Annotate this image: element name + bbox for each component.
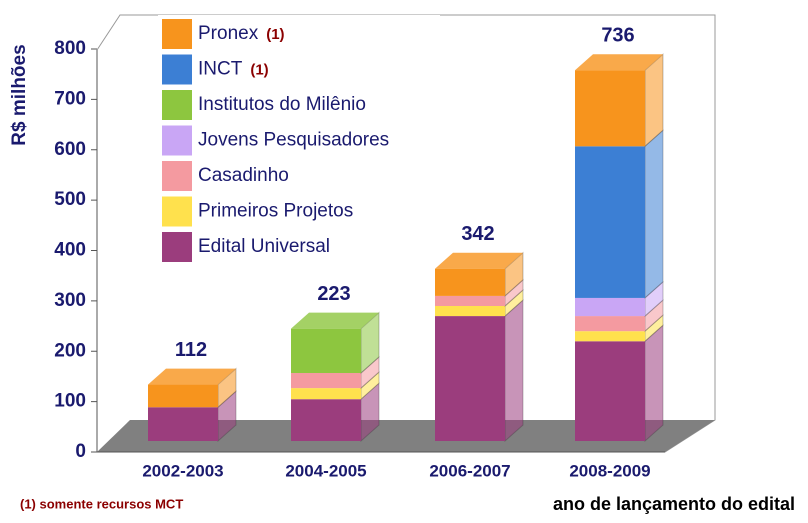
legend-label: Primeiros Projetos xyxy=(198,201,353,222)
bar-segment xyxy=(575,341,645,441)
legend-swatch xyxy=(162,19,192,49)
bar-segment xyxy=(148,407,218,441)
bar-segment xyxy=(575,316,645,332)
bar-segment xyxy=(435,268,505,296)
y-tick-label: 200 xyxy=(54,340,86,361)
legend-note: (1) xyxy=(250,61,268,78)
legend-label: Edital Universal xyxy=(198,236,330,257)
bar-segment xyxy=(575,70,645,147)
bar-segment xyxy=(291,372,361,389)
bar-segment xyxy=(148,384,218,408)
legend-swatch xyxy=(162,161,192,191)
legend-label: Institutos do Milênio xyxy=(198,94,366,115)
bar-top xyxy=(148,368,236,385)
legend-swatch xyxy=(162,232,192,262)
floor xyxy=(97,420,715,452)
y-tick-label: 800 xyxy=(54,38,86,59)
footnote: (1) somente recursos MCT xyxy=(20,496,183,511)
y-tick-label: 100 xyxy=(54,391,86,412)
y-axis-title: R$ milhões xyxy=(9,44,30,145)
bar-segment xyxy=(291,328,361,373)
bar-segment xyxy=(291,388,361,400)
legend xyxy=(158,15,440,265)
legend-swatch xyxy=(162,90,192,120)
bar-side xyxy=(644,129,664,300)
legend-label: INCT xyxy=(198,59,243,80)
bar-segment xyxy=(575,297,645,317)
bar-segment xyxy=(291,399,361,441)
y-tick-label: 600 xyxy=(54,139,86,160)
legend-swatch xyxy=(162,125,192,156)
x-tick-label: 2006-2007 xyxy=(429,461,510,480)
bar-segment xyxy=(435,316,505,441)
bar-side xyxy=(644,53,664,148)
total-label: 342 xyxy=(461,223,494,245)
legend-swatch xyxy=(162,196,192,227)
bar-side xyxy=(504,298,524,443)
y-tick-label: 500 xyxy=(54,189,86,210)
y-tick-label: 400 xyxy=(54,240,86,261)
y-tick-label: 700 xyxy=(54,88,86,109)
legend-note: (1) xyxy=(266,26,284,43)
total-label: 112 xyxy=(175,339,207,361)
bar-top xyxy=(435,252,523,269)
bar-segment xyxy=(575,331,645,342)
bar-top xyxy=(291,312,379,329)
legend-swatch xyxy=(162,54,192,85)
total-label: 736 xyxy=(601,25,634,47)
x-axis-title: ano de lançamento do edital xyxy=(553,494,795,514)
bar-side xyxy=(644,324,664,443)
x-tick-label: 2004-2005 xyxy=(285,461,366,480)
bar-top xyxy=(575,54,663,71)
x-tick-label: 2002-2003 xyxy=(142,461,223,480)
bar-segment xyxy=(435,305,505,317)
legend-label: Jovens Pesquisadores xyxy=(198,130,389,151)
legend-label: Casadinho xyxy=(198,165,289,186)
bar-segment xyxy=(435,295,505,306)
y-tick-label: 0 xyxy=(75,441,86,462)
legend-label: Pronex xyxy=(198,23,259,44)
total-label: 223 xyxy=(317,283,350,305)
bar-segment xyxy=(575,146,645,298)
x-tick-label: 2008-2009 xyxy=(569,461,650,480)
y-tick-label: 300 xyxy=(54,290,86,311)
